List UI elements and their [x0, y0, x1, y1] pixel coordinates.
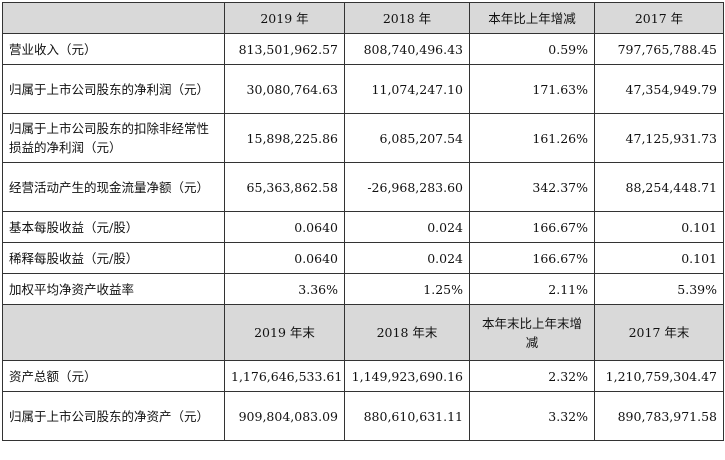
table-row-weighted-roe: 加权平均净资产收益率 3.36% 1.25% 2.11% 5.39%: [2, 273, 724, 305]
cell-2017: 5.39%: [594, 273, 724, 305]
header-col-2017-end: 2017 年末: [594, 304, 724, 361]
cell-2017: 47,125,931.73: [594, 113, 724, 163]
table-row-net-profit: 归属于上市公司股东的净利润（元） 30,080,764.63 11,074,24…: [2, 64, 724, 114]
cell-2017: 0.101: [594, 242, 724, 274]
cell-change: 2.11%: [469, 273, 595, 305]
header-col-2019: 2019 年: [224, 2, 345, 34]
row-label: 经营活动产生的现金流量净额（元）: [2, 162, 225, 212]
row-label: 归属于上市公司股东的扣除非经常性损益的净利润（元）: [2, 113, 225, 163]
cell-change: 161.26%: [469, 113, 595, 163]
cell-2019: 65,363,862.58: [224, 162, 345, 212]
cell-change: 0.59%: [469, 33, 595, 65]
header-col-2018: 2018 年: [344, 2, 470, 34]
cell-2018: 1.25%: [344, 273, 470, 305]
financial-summary-table: 2019 年 2018 年 本年比上年增减 2017 年 营业收入（元） 813…: [2, 2, 724, 441]
cell-2018: -26,968,283.60: [344, 162, 470, 212]
cell-2018: 0.024: [344, 242, 470, 274]
cell-2018-end: 1,149,923,690.16: [344, 360, 470, 392]
cell-change-end: 2.32%: [469, 360, 595, 392]
header-col-change-end: 本年末比上年末增减: [469, 304, 595, 361]
header-col-change: 本年比上年增减: [469, 2, 595, 34]
cell-2018: 0.024: [344, 211, 470, 243]
row-label: 归属于上市公司股东的净利润（元）: [2, 64, 225, 114]
header-blank-cell: [2, 2, 225, 34]
cell-2017: 0.101: [594, 211, 724, 243]
cell-2019: 813,501,962.57: [224, 33, 345, 65]
table-row-total-assets: 资产总额（元） 1,176,646,533.61 1,149,923,690.1…: [2, 360, 724, 392]
cell-2018: 6,085,207.54: [344, 113, 470, 163]
table-row-revenue: 营业收入（元） 813,501,962.57 808,740,496.43 0.…: [2, 33, 724, 65]
cell-2019: 0.0640: [224, 242, 345, 274]
header-col-2018-end: 2018 年末: [344, 304, 470, 361]
cell-2018-end: 880,610,631.11: [344, 391, 470, 441]
table-row-diluted-eps: 稀释每股收益（元/股） 0.0640 0.024 166.67% 0.101: [2, 242, 724, 274]
header-col-2017: 2017 年: [594, 2, 724, 34]
row-label: 归属于上市公司股东的净资产（元）: [2, 391, 225, 441]
row-label: 营业收入（元）: [2, 33, 225, 65]
table-row-net-profit-deducted: 归属于上市公司股东的扣除非经常性损益的净利润（元） 15,898,225.86 …: [2, 113, 724, 163]
cell-change: 342.37%: [469, 162, 595, 212]
cell-2017: 797,765,788.45: [594, 33, 724, 65]
cell-change: 171.63%: [469, 64, 595, 114]
cell-2017: 47,354,949.79: [594, 64, 724, 114]
financial-summary-table-container: 2019 年 2018 年 本年比上年增减 2017 年 营业收入（元） 813…: [2, 2, 724, 441]
cell-2019-end: 1,176,646,533.61: [224, 360, 345, 392]
row-label: 稀释每股收益（元/股）: [2, 242, 225, 274]
header-blank-cell: [2, 304, 225, 361]
table-row-basic-eps: 基本每股收益（元/股） 0.0640 0.024 166.67% 0.101: [2, 211, 724, 243]
cell-2019: 30,080,764.63: [224, 64, 345, 114]
table-row-net-assets: 归属于上市公司股东的净资产（元） 909,804,083.09 880,610,…: [2, 391, 724, 441]
header-row-year-end: 2019 年末 2018 年末 本年末比上年末增减 2017 年末: [2, 304, 724, 361]
cell-2017: 88,254,448.71: [594, 162, 724, 212]
cell-2019: 15,898,225.86: [224, 113, 345, 163]
cell-2019-end: 909,804,083.09: [224, 391, 345, 441]
table-row-operating-cash-flow: 经营活动产生的现金流量净额（元） 65,363,862.58 -26,968,2…: [2, 162, 724, 212]
cell-2017-end: 1,210,759,304.47: [594, 360, 724, 392]
header-row-annual: 2019 年 2018 年 本年比上年增减 2017 年: [2, 2, 724, 34]
cell-change: 166.67%: [469, 211, 595, 243]
cell-2018: 11,074,247.10: [344, 64, 470, 114]
cell-2019: 3.36%: [224, 273, 345, 305]
header-col-2019-end: 2019 年末: [224, 304, 345, 361]
cell-2019: 0.0640: [224, 211, 345, 243]
cell-2018: 808,740,496.43: [344, 33, 470, 65]
cell-change: 166.67%: [469, 242, 595, 274]
cell-change-end: 3.32%: [469, 391, 595, 441]
row-label: 资产总额（元）: [2, 360, 225, 392]
cell-2017-end: 890,783,971.58: [594, 391, 724, 441]
row-label: 基本每股收益（元/股）: [2, 211, 225, 243]
row-label: 加权平均净资产收益率: [2, 273, 225, 305]
